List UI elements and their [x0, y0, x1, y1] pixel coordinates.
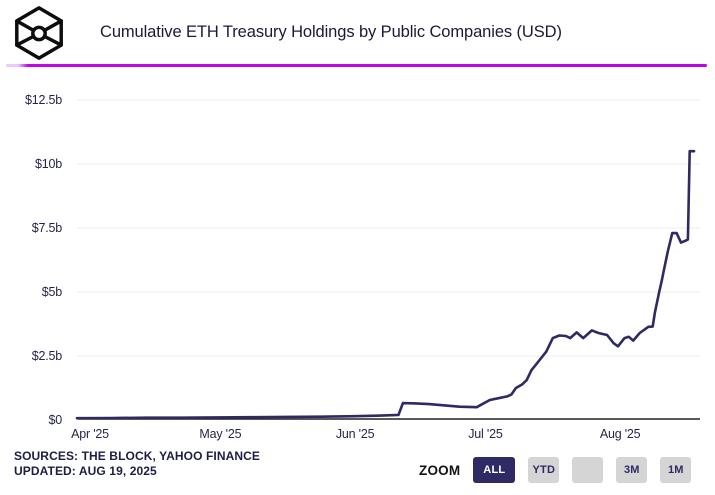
x-axis-label: Jul '25 [468, 427, 503, 441]
x-axis-label: Jun '25 [335, 427, 375, 441]
chart-title: Cumulative ETH Treasury Holdings by Publ… [100, 23, 562, 41]
x-axis-label: May '25 [199, 427, 242, 441]
sources-note: SOURCES: THE BLOCK, YAHOO FINANCE UPDATE… [14, 449, 260, 479]
y-axis-label: $7.5b [31, 221, 62, 235]
y-axis-label: $12.5b [24, 93, 62, 107]
x-axis-label: Apr '25 [71, 427, 109, 441]
the-block-logo-icon [15, 6, 63, 60]
zoom-button-1m[interactable]: 1M [660, 457, 692, 483]
x-axis-label: Aug '25 [599, 427, 641, 441]
y-axis-label: $2.5b [31, 349, 62, 363]
sources-line: SOURCES: THE BLOCK, YAHOO FINANCE [14, 449, 260, 463]
zoom-control: ZOOM ALL YTD 3M 1M [419, 457, 692, 483]
holdings-series-line [75, 149, 696, 420]
zoom-control-label: ZOOM [419, 462, 461, 478]
y-axis-label: $5b [41, 285, 62, 299]
zoom-button-all[interactable]: ALL [473, 457, 516, 483]
zoom-button-blank[interactable] [572, 457, 604, 483]
zoom-button-ytd[interactable]: YTD [528, 457, 560, 483]
updated-line: UPDATED: AUG 19, 2025 [14, 464, 157, 478]
zoom-button-3m[interactable]: 3M [616, 457, 648, 483]
y-axis-label: $0 [48, 413, 62, 427]
y-axis-label: $10b [34, 157, 62, 171]
accent-divider [6, 64, 707, 67]
